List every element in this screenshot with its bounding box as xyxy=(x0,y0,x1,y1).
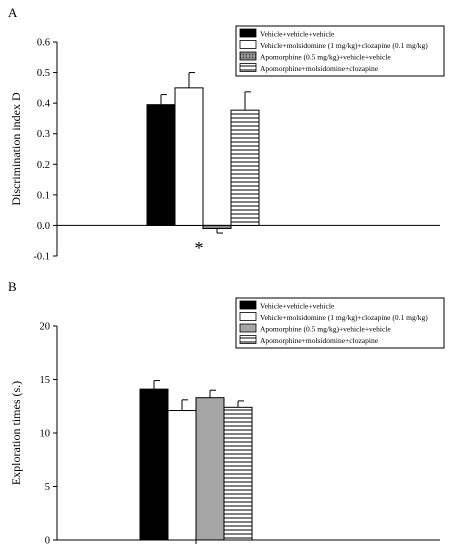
y-tick-label: 15 xyxy=(40,375,51,386)
bar xyxy=(167,410,197,541)
legend-swatch xyxy=(239,63,257,72)
y-tick-label: 10 xyxy=(40,429,51,440)
bar xyxy=(230,109,260,226)
bar xyxy=(195,397,225,541)
legend-swatch xyxy=(239,312,257,321)
y-tick-label: 5 xyxy=(45,482,50,493)
legend-swatch xyxy=(239,28,257,38)
y-tick-label: 0.1 xyxy=(37,190,50,201)
legend-swatch xyxy=(239,335,257,344)
y-axis-label: Discrimination index D xyxy=(9,92,23,206)
panel-label: B xyxy=(8,279,17,294)
legend-swatch xyxy=(239,51,257,61)
legend-box xyxy=(235,25,445,77)
legend-label: Vehicle+molsidomine (1 mg/kg)+clozapine … xyxy=(260,313,428,322)
panel-label: A xyxy=(8,5,18,20)
bar xyxy=(202,224,232,229)
y-tick-label: 0.2 xyxy=(37,160,50,171)
y-tick-label: -0.1 xyxy=(33,252,50,263)
legend-label: Vehicle+molsidomine (1 mg/kg)+clozapine … xyxy=(260,41,428,50)
legend-box xyxy=(235,297,445,349)
panel-a: A -0.1 0.0 0.1 0.2 0.3 0.4 0.5 0.6 Discrimination… xyxy=(8,5,445,263)
legend-label: Apomorphine (0.5 mg/kg)+vehicle+vehicle xyxy=(260,325,391,334)
significance-annotation: * xyxy=(195,238,204,258)
legend-label: Vehicle+vehicle+vehicle xyxy=(260,30,335,39)
bar xyxy=(174,87,204,226)
y-tick-label: 20 xyxy=(40,322,51,333)
panel-b: B 0 5 10 15 20 Exploration times (s.) Vehicle+v… xyxy=(8,279,445,547)
y-tick-label: 0.4 xyxy=(37,99,51,110)
legend-label: Apomorphine+molsidomine+clozapine xyxy=(260,336,379,345)
bar xyxy=(139,388,169,541)
y-axis-label: Exploration times (s.) xyxy=(9,381,23,485)
legend-swatch xyxy=(239,40,257,49)
legend-label: Apomorphine (0.5 mg/kg)+vehicle+vehicle xyxy=(260,53,391,62)
bar xyxy=(146,104,176,226)
legend-label: Apomorphine+molsidomine+clozapine xyxy=(260,64,379,73)
legend-swatch xyxy=(239,323,257,333)
y-tick-label: 0.5 xyxy=(37,68,50,79)
y-tick-label: 0 xyxy=(45,536,50,547)
legend-label: Vehicle+vehicle+vehicle xyxy=(260,302,335,311)
legend-swatch xyxy=(239,300,257,310)
y-tick-label: 0.3 xyxy=(37,129,50,140)
bar xyxy=(223,406,253,541)
y-tick-label: 0.0 xyxy=(37,221,50,232)
y-tick-label: 0.6 xyxy=(37,38,50,49)
